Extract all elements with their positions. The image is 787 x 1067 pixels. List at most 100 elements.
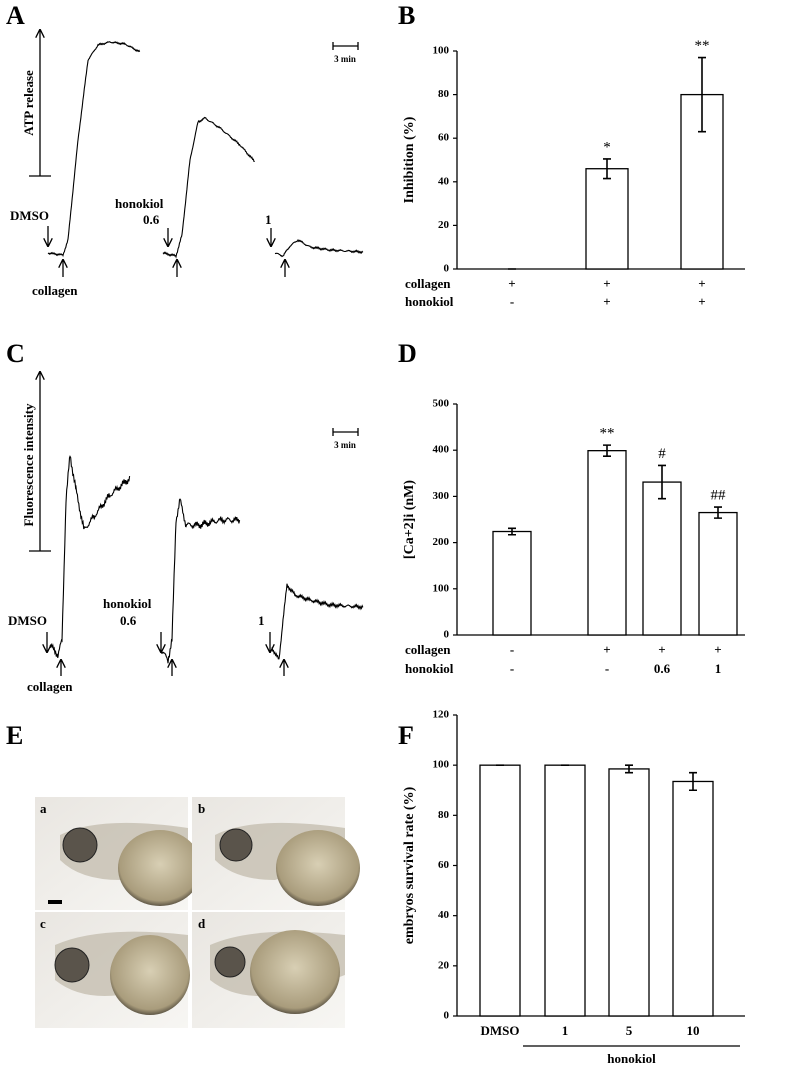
bar [608,768,650,1017]
bar [642,481,682,636]
panel-label: C [6,339,25,368]
y-tick-label: 0 [444,1010,450,1022]
row-label: honokiol [405,294,454,309]
x-tick-label: 1 [562,1023,569,1038]
y-tick-label: 500 [433,398,450,410]
y-tick-label: 40 [438,909,450,921]
annotation: ## [711,487,727,503]
y-tick-label: 40 [438,175,450,187]
image-tile [35,797,202,910]
y-tick-label: 100 [433,759,450,771]
row-value: + [603,642,610,657]
image-label: c [40,916,46,931]
bar [492,530,532,636]
row-value: + [658,642,665,657]
image-tile [192,797,360,910]
trace-label: honokiol [103,596,152,611]
row-value: 0.6 [654,661,671,676]
image-label: d [198,916,206,931]
x-tick-label: 10 [687,1023,700,1038]
bar [587,450,627,636]
row-value: + [714,642,721,657]
error-bar [698,56,706,133]
trace-label: DMSO [10,208,49,223]
panel-label: D [398,339,417,368]
y-tick-label: 80 [438,809,450,821]
image-label: b [198,801,205,816]
y-tick-label: 80 [438,88,450,100]
panel-c [29,372,359,676]
row-value: + [508,276,515,291]
row-label: collagen [405,276,451,291]
trace-label: 0.6 [120,613,137,628]
annotation: ** [695,38,710,54]
bar [672,780,714,1017]
y-tick-label: 60 [438,132,450,144]
y-tick-label: 0 [444,629,450,641]
y-tick-label: 400 [433,444,450,456]
trace-y-label: ATP release [21,70,36,136]
x-tick-label: 5 [626,1023,633,1038]
trace [159,498,241,664]
group-label: honokiol [607,1051,656,1066]
panel-label: F [398,721,414,750]
trace-label: 1 [265,212,272,227]
panel-label: A [6,1,25,30]
row-value: + [698,294,705,309]
row-value: + [698,276,705,291]
row-value: - [510,661,514,676]
panel-label: E [6,721,23,750]
row-value: - [510,294,514,309]
image-label: a [40,801,47,816]
trace-label: collagen [27,679,73,694]
y-tick-label: 100 [433,582,450,594]
row-value: - [510,642,514,657]
trace-label: honokiol [115,196,164,211]
bar [698,511,738,636]
y-axis-label: [Ca+2]i (nM) [402,480,417,559]
scale-label: 3 min [334,54,356,64]
trace [274,238,364,258]
trace [49,455,131,658]
row-value: 1 [715,661,722,676]
y-tick-label: 20 [438,219,450,231]
panel-a [29,30,359,277]
annotation: # [658,446,666,462]
trace [271,583,364,660]
trace [47,41,141,258]
y-tick-label: 20 [438,959,450,971]
error-bar [714,506,722,519]
row-value: - [605,661,609,676]
image-tile [35,912,190,1028]
row-label: honokiol [405,661,454,676]
trace-label: DMSO [8,613,47,628]
y-tick-label: 100 [433,45,450,57]
y-tick-label: 300 [433,490,450,502]
panel-e [35,797,360,1028]
trace-label: 0.6 [143,212,160,227]
y-tick-label: 200 [433,536,450,548]
trace-label: 1 [258,613,265,628]
y-axis-label: embryos survival rate (%) [402,786,417,944]
trace-label: collagen [32,283,78,298]
x-tick-label: DMSO [481,1023,520,1038]
y-tick-label: 120 [433,709,450,721]
panel-label: B [398,1,415,30]
trace [162,116,255,259]
error-bar [603,158,611,180]
bar [479,764,521,1017]
error-bar [603,444,611,458]
bar [585,168,629,270]
bar [544,764,586,1017]
row-label: collagen [405,642,451,657]
image-tile [192,912,345,1028]
scale-label: 3 min [334,440,356,450]
error-bar [689,771,697,792]
annotation: ** [600,426,615,442]
annotation: * [603,139,611,155]
error-bar [625,764,633,774]
y-tick-label: 0 [444,263,450,275]
y-axis-label: Inhibition (%) [402,116,417,203]
row-value: + [603,294,610,309]
